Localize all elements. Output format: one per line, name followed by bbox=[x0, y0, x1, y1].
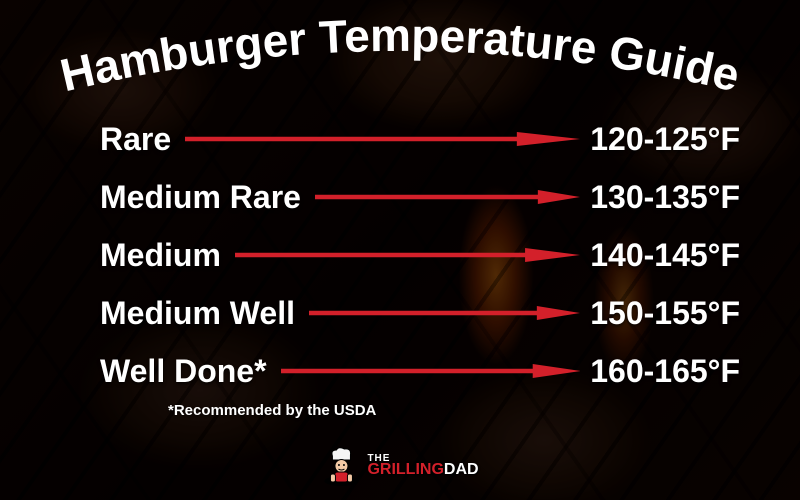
doneness-label: Medium Well bbox=[100, 295, 295, 332]
arrow-icon bbox=[171, 129, 590, 149]
title-text: Hamburger Temperature Guide bbox=[55, 18, 744, 101]
temperature-table: Rare 120-125°F Medium Rare 130-135°F Med… bbox=[100, 110, 740, 400]
brand-line2: GRILLING bbox=[367, 461, 443, 478]
page-title: Hamburger Temperature Guide bbox=[0, 18, 800, 113]
usda-footnote: *Recommended by the USDA bbox=[168, 402, 376, 419]
brand-logo: THE GRILLINGDAD bbox=[321, 446, 478, 486]
doneness-label: Well Done* bbox=[100, 353, 267, 390]
table-row: Medium Well 150-155°F bbox=[100, 284, 740, 342]
temperature-value: 140-145°F bbox=[590, 237, 740, 274]
temperature-value: 160-165°F bbox=[590, 353, 740, 390]
svg-text:Hamburger Temperature Guide: Hamburger Temperature Guide bbox=[55, 18, 744, 101]
arrow-icon bbox=[267, 361, 591, 381]
temperature-value: 150-155°F bbox=[590, 295, 740, 332]
doneness-label: Medium bbox=[100, 237, 221, 274]
chef-icon bbox=[321, 446, 361, 486]
infographic-content: Hamburger Temperature Guide Rare 120-125… bbox=[0, 0, 800, 500]
table-row: Well Done* 160-165°F bbox=[100, 342, 740, 400]
arrow-icon bbox=[221, 245, 590, 265]
temperature-value: 120-125°F bbox=[590, 121, 740, 158]
doneness-label: Medium Rare bbox=[100, 179, 301, 216]
arrow-icon bbox=[301, 187, 590, 207]
doneness-label: Rare bbox=[100, 121, 171, 158]
table-row: Medium 140-145°F bbox=[100, 226, 740, 284]
temperature-value: 130-135°F bbox=[590, 179, 740, 216]
brand-text: THE GRILLINGDAD bbox=[367, 454, 478, 477]
table-row: Medium Rare 130-135°F bbox=[100, 168, 740, 226]
table-row: Rare 120-125°F bbox=[100, 110, 740, 168]
arrow-icon bbox=[295, 303, 590, 323]
brand-line3: DAD bbox=[444, 461, 479, 478]
